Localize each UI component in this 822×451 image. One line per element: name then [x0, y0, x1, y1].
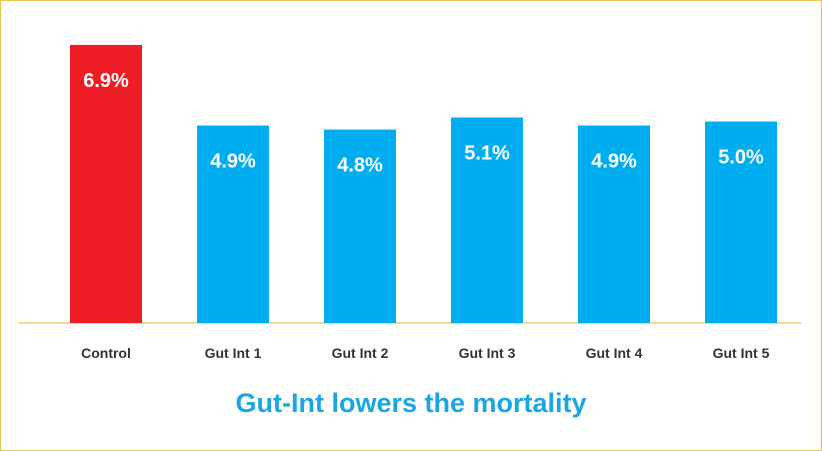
data-label: 5.0%	[718, 147, 764, 169]
chart-title: Gut-Int lowers the mortality	[235, 388, 587, 418]
data-label: 4.9%	[591, 151, 637, 173]
data-label: 5.1%	[464, 142, 510, 164]
bar-gut-int-4	[578, 125, 650, 323]
data-label: 4.9%	[210, 151, 256, 173]
x-tick-label: Gut Int 2	[332, 345, 389, 361]
data-label: 4.8%	[337, 155, 383, 177]
x-tick-label: Gut Int 3	[459, 345, 516, 361]
x-tick-label: Gut Int 5	[713, 345, 770, 361]
bar-gut-int-5	[705, 121, 777, 323]
bar-control	[70, 44, 142, 324]
x-tick-label: Gut Int 4	[586, 345, 643, 361]
bar-gut-int-1	[197, 125, 269, 323]
x-tick-label: Control	[81, 345, 131, 361]
data-label: 6.9%	[83, 70, 129, 92]
x-tick-label: Gut Int 1	[205, 345, 262, 361]
bar-gut-int-2	[324, 129, 396, 323]
bar-gut-int-3	[451, 117, 523, 323]
